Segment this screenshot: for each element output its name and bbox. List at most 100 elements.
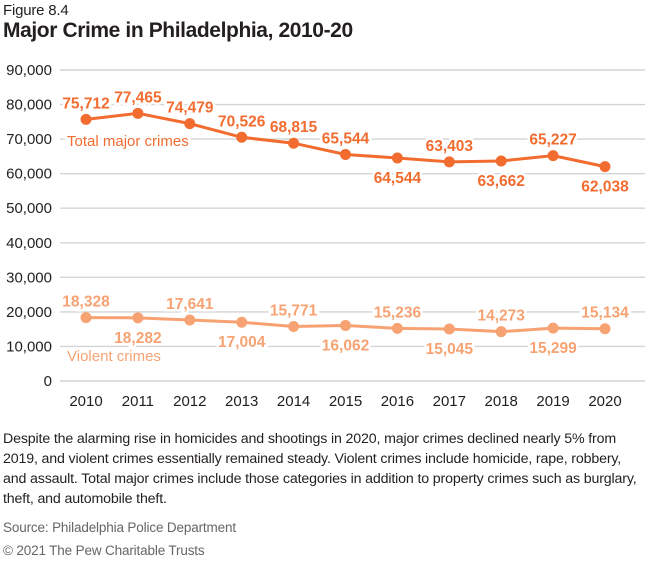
data-label-halo: 63,403 — [426, 138, 474, 155]
data-point — [547, 322, 559, 334]
data-label-halo: 16,062 — [322, 337, 369, 354]
y-tick-label: 30,000 — [6, 269, 52, 286]
caption: Despite the alarming rise in homicides a… — [3, 431, 637, 507]
data-point — [184, 314, 196, 326]
data-label-halo: 65,544 — [322, 131, 370, 148]
x-tick-label: 2013 — [225, 393, 258, 410]
data-label: 18,328 — [62, 294, 110, 311]
data-point — [547, 150, 559, 162]
data-label: 68,815 — [270, 119, 318, 136]
data-label-halo: 18,328 — [62, 294, 110, 311]
data-label: 17,004 — [218, 334, 266, 351]
data-label-halo: 15,236 — [374, 304, 422, 321]
data-label-halo: 17,004 — [218, 334, 266, 351]
y-tick-label: 20,000 — [6, 304, 52, 321]
data-point — [340, 149, 351, 161]
data-label-halo: 15,045 — [426, 341, 474, 358]
data-label: 77,465 — [114, 89, 162, 106]
data-point — [288, 321, 300, 333]
data-label-halo: 15,771 — [270, 303, 318, 320]
data-label-halo: 65,227 — [529, 132, 576, 149]
x-tick-label: 2010 — [69, 393, 102, 410]
data-point — [236, 316, 248, 328]
gridlines — [60, 69, 645, 382]
y-tick-label: 10,000 — [6, 338, 52, 355]
data-point — [495, 326, 507, 338]
data-label-halo: 14,273 — [477, 308, 525, 325]
data-point — [599, 323, 611, 335]
series-name-halo: Total major crimes — [67, 133, 189, 150]
y-axis-ticks: 0 10,000 20,000 30,000 40,000 50,000 60,000 70,… — [6, 62, 52, 390]
data-point — [132, 312, 144, 324]
data-label: 16,062 — [322, 337, 369, 354]
data-point — [443, 323, 455, 335]
line-chart: 0 10,000 20,000 30,000 40,000 50,000 60,000 70,… — [6, 62, 645, 410]
series-name-label: Violent crimes — [67, 348, 161, 365]
y-tick-label: 60,000 — [6, 166, 52, 183]
data-label: 17,641 — [166, 296, 214, 313]
data-label: 14,273 — [477, 308, 525, 325]
data-label: 15,134 — [581, 305, 629, 322]
data-label-halo: 17,641 — [166, 296, 214, 313]
data-label-halo: 62,038 — [581, 179, 629, 196]
data-label-halo: 64,544 — [374, 170, 422, 187]
data-label-halo: 68,815 — [270, 119, 318, 136]
copyright-note: © 2021 The Pew Charitable Trusts — [3, 543, 205, 558]
x-tick-label: 2019 — [536, 393, 569, 410]
data-label: 65,544 — [322, 131, 370, 148]
data-label-halo: 70,526 — [218, 113, 266, 130]
y-tick-label: 40,000 — [6, 235, 52, 252]
data-label-halo: 75,712 — [62, 95, 109, 112]
y-tick-label: 50,000 — [6, 200, 52, 217]
data-label: 15,045 — [426, 341, 474, 358]
x-tick-label: 2017 — [433, 393, 466, 410]
x-tick-label: 2014 — [277, 393, 310, 410]
data-label-halo: 77,465 — [114, 89, 162, 106]
data-label: 18,282 — [114, 330, 161, 347]
data-label: 62,038 — [581, 179, 629, 196]
source-note: Source: Philadelphia Police Department — [3, 520, 236, 535]
data-label: 65,227 — [529, 132, 576, 149]
data-label: 74,479 — [166, 100, 214, 117]
series-name-label: Total major crimes — [67, 133, 189, 150]
data-label-halo: 74,479 — [166, 100, 214, 117]
y-tick-label: 90,000 — [6, 62, 52, 79]
x-tick-label: 2020 — [588, 393, 621, 410]
chart-title: Major Crime in Philadelphia, 2010-20 — [3, 19, 353, 42]
data-point — [391, 322, 403, 334]
x-tick-label: 2015 — [329, 393, 362, 410]
data-point — [288, 137, 300, 149]
data-point — [80, 312, 92, 324]
data-point — [599, 161, 611, 173]
data-point — [391, 152, 403, 164]
x-tick-label: 2018 — [485, 393, 518, 410]
data-label: 63,403 — [426, 138, 474, 155]
x-tick-label: 2012 — [173, 393, 206, 410]
series-name-halo: Violent crimes — [67, 348, 161, 365]
data-point — [340, 319, 351, 331]
data-point — [443, 156, 455, 168]
data-point — [80, 113, 92, 125]
data-label: 75,712 — [62, 95, 109, 112]
data-point — [184, 118, 196, 130]
data-label-halo: 15,134 — [581, 305, 629, 322]
data-label: 63,662 — [477, 173, 524, 190]
data-point — [495, 155, 507, 167]
y-tick-label: 70,000 — [6, 131, 52, 148]
data-point — [132, 107, 144, 119]
y-tick-label: 0 — [44, 373, 52, 390]
data-label-halo: 63,662 — [477, 173, 524, 190]
figure-label: Figure 8.4 — [3, 2, 69, 19]
data-label: 15,299 — [529, 340, 577, 357]
x-axis-ticks: 2010 2011 2012 2013 2014 2015 2016 2017 2018 2019… — [69, 393, 621, 410]
data-point — [236, 131, 248, 143]
y-tick-label: 80,000 — [6, 97, 52, 114]
data-label: 15,771 — [270, 303, 318, 320]
data-label-halo: 15,299 — [529, 340, 577, 357]
data-label: 70,526 — [218, 113, 266, 130]
x-tick-label: 2016 — [381, 393, 414, 410]
x-tick-label: 2011 — [122, 393, 154, 410]
data-label: 64,544 — [374, 170, 422, 187]
